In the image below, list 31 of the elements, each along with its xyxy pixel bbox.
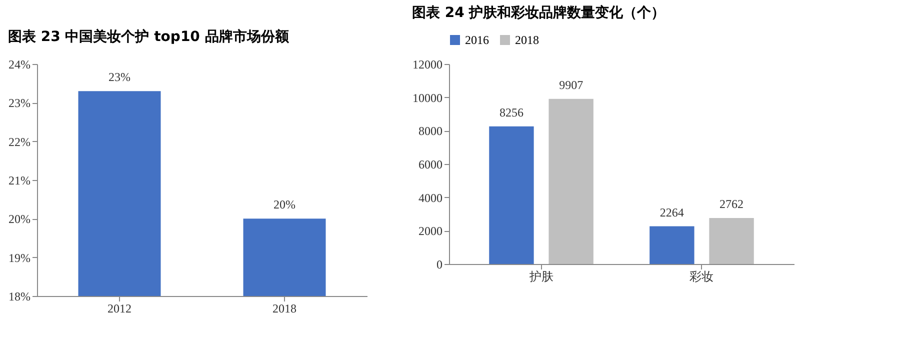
y-tick-label: 21% <box>8 174 30 188</box>
y-tick-label: 19% <box>8 250 30 265</box>
data-label: 8256 <box>499 105 524 120</box>
data-label: 9907 <box>559 78 584 92</box>
y-tick-label: 23% <box>8 96 30 110</box>
y-tick-label: 2000 <box>418 224 442 238</box>
bar <box>709 218 754 264</box>
x-tick-label: 护肤 <box>528 270 554 284</box>
y-tick-label: 10000 <box>412 90 442 105</box>
x-tick-label: 2012 <box>108 302 132 316</box>
chart-title: 图表 24 护肤和彩妆品牌数量变化（个） <box>412 4 666 21</box>
y-tick-label: 12000 <box>412 58 442 72</box>
y-tick-label: 6000 <box>418 158 442 172</box>
y-tick-label: 0 <box>436 258 442 272</box>
y-tick-label: 22% <box>8 134 30 149</box>
bar <box>548 98 594 264</box>
x-tick-label: 彩妆 <box>690 270 714 284</box>
legend-label: 2018 <box>515 33 539 47</box>
legend-label: 2016 <box>465 33 489 47</box>
y-tick-label: 24% <box>8 58 30 72</box>
data-label: 2264 <box>660 205 684 220</box>
bar <box>650 226 694 264</box>
bar <box>489 126 534 264</box>
y-tick-label: 4000 <box>418 190 442 205</box>
y-tick-label: 18% <box>8 290 30 304</box>
y-tick-label: 20% <box>8 212 30 226</box>
data-label: 2762 <box>720 196 744 211</box>
y-tick-label: 8000 <box>418 124 442 138</box>
data-label: 20% <box>274 198 296 212</box>
chart-title: 图表 23 中国美妆个护 top10 品牌市场份额 <box>8 28 290 45</box>
data-label: 23% <box>108 70 130 84</box>
